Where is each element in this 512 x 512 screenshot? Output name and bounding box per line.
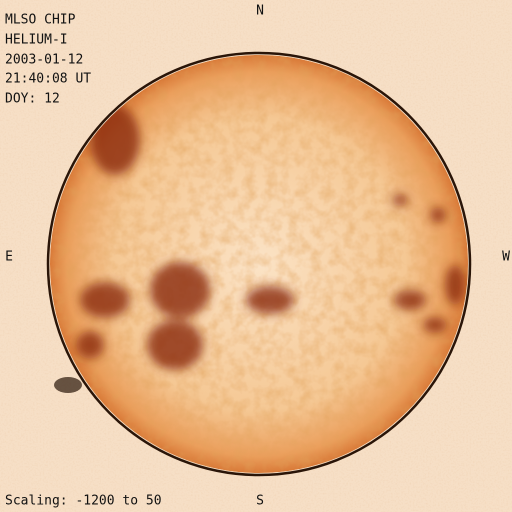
- east-label: E: [5, 250, 13, 265]
- header: MLSO CHIP HELIUM-I 2003-01-12 21:40:08 U…: [5, 13, 91, 107]
- date: 2003-01-12: [5, 53, 83, 68]
- day-of-year: DOY: 12: [5, 92, 60, 107]
- scaling: Scaling: -1200 to 50: [5, 494, 162, 509]
- prominence: [54, 377, 82, 393]
- north-label: N: [256, 4, 264, 19]
- time: 21:40:08 UT: [5, 72, 91, 87]
- limb: [46, 51, 472, 477]
- observatory: MLSO CHIP: [5, 13, 76, 28]
- south-label: S: [256, 494, 264, 509]
- west-label: W: [502, 250, 510, 265]
- instrument: HELIUM-I: [5, 33, 68, 48]
